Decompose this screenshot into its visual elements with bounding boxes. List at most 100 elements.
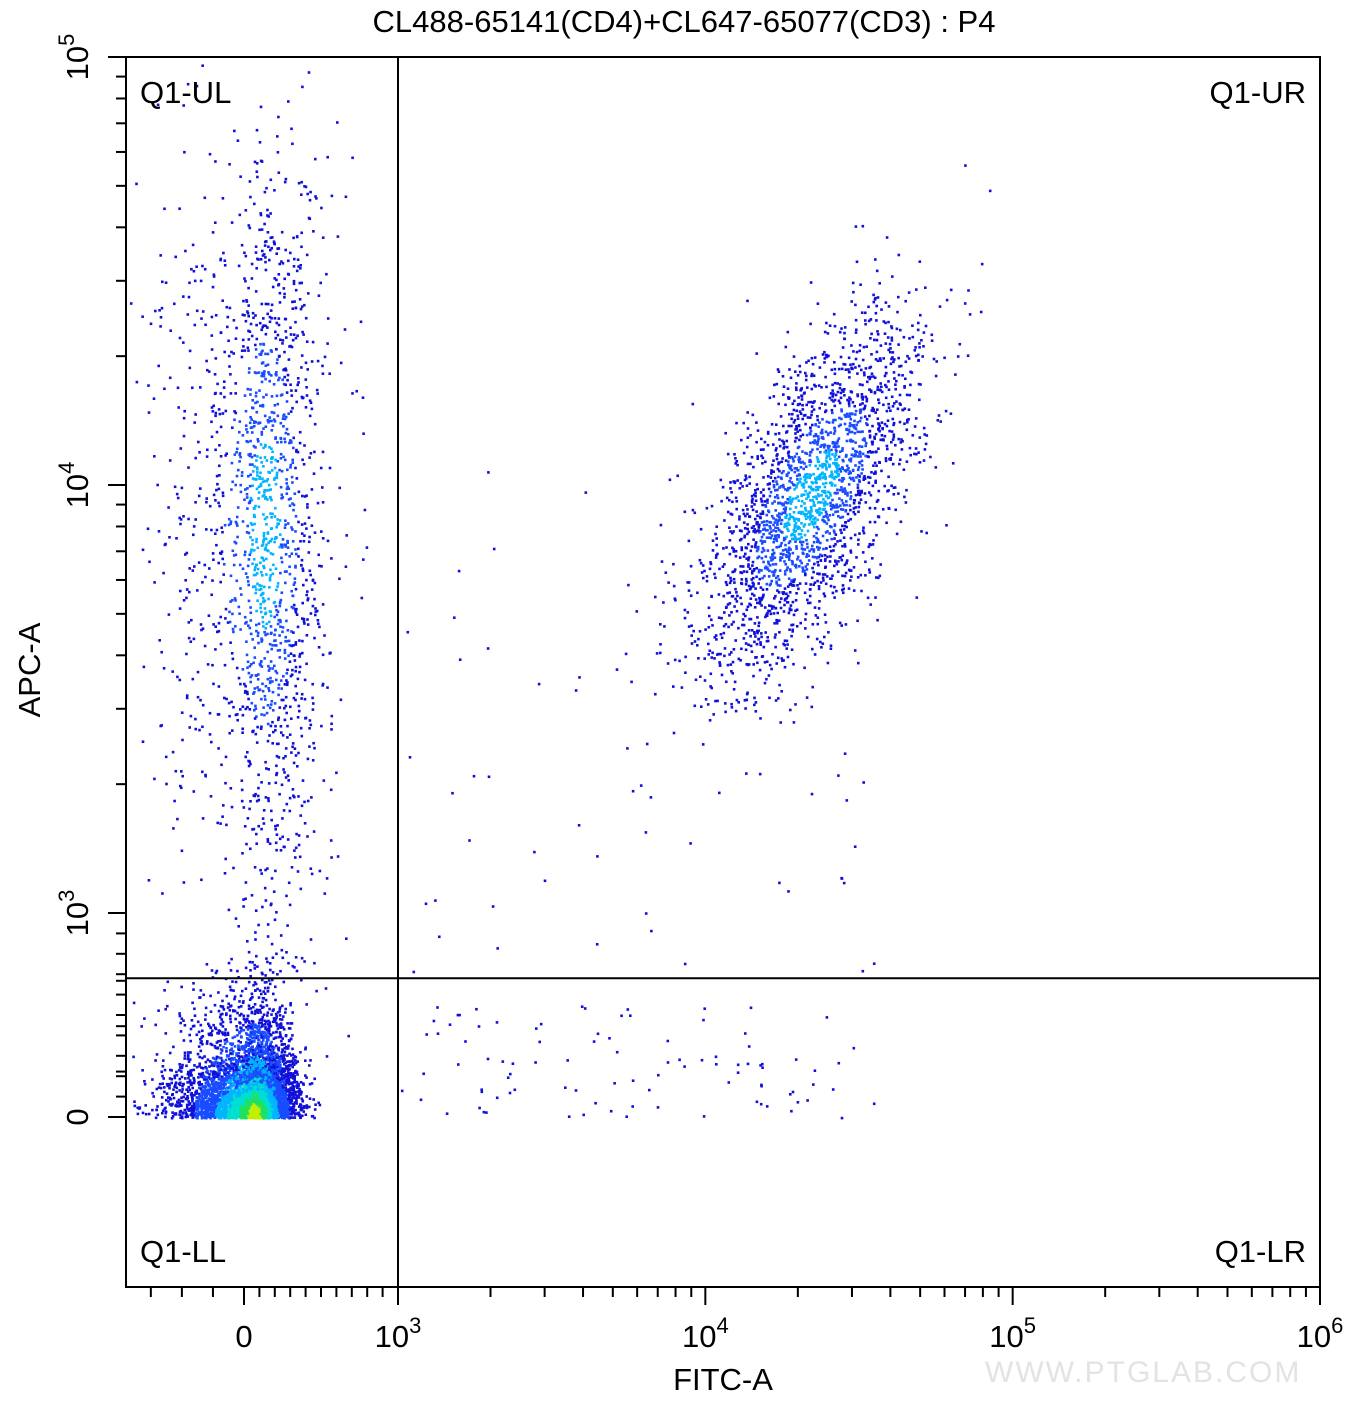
event-dot	[236, 1087, 240, 1091]
event-dot	[228, 1073, 231, 1076]
event-dot	[284, 1095, 288, 1098]
event-dot	[225, 1092, 229, 1095]
event-dot	[226, 1033, 230, 1036]
event-dot	[277, 1101, 280, 1104]
event-dot	[222, 1092, 225, 1096]
event-dot	[212, 1105, 215, 1109]
event-dot	[155, 1053, 159, 1056]
event-dot	[199, 989, 203, 992]
event-dot	[198, 1083, 201, 1086]
event-dot	[200, 1066, 203, 1069]
event-dot	[291, 1065, 294, 1069]
event-dot	[262, 1102, 265, 1105]
event-dot	[251, 1045, 254, 1048]
event-dot	[299, 1081, 303, 1084]
event-dot	[194, 1116, 198, 1119]
event-dot	[270, 1072, 273, 1075]
event-dot	[258, 1061, 262, 1064]
event-dot	[256, 1081, 260, 1084]
event-dot	[236, 1081, 240, 1084]
event-dot	[223, 1031, 227, 1034]
event-dot	[291, 1108, 294, 1112]
event-dot	[178, 1014, 182, 1018]
event-dot	[241, 1078, 245, 1081]
event-dot	[230, 1099, 233, 1102]
event-dot	[195, 1065, 199, 1069]
event-dot	[270, 1040, 273, 1044]
event-dot	[252, 1113, 255, 1116]
event-dot	[270, 942, 274, 946]
event-dot	[201, 1112, 204, 1115]
event-dot	[265, 980, 268, 984]
event-dot	[248, 1097, 252, 1100]
event-dot	[158, 1082, 162, 1086]
event-dot	[273, 1087, 277, 1091]
event-dot	[196, 1020, 200, 1024]
event-dot	[235, 1112, 238, 1116]
event-dot	[230, 1064, 234, 1067]
event-dot	[231, 1108, 234, 1112]
event-dot	[211, 1029, 214, 1033]
event-dot	[242, 1089, 245, 1092]
event-dot	[231, 1098, 235, 1101]
event-dot	[198, 1086, 202, 1089]
event-dot	[276, 1090, 280, 1093]
event-dot	[241, 1048, 245, 1051]
event-dot	[209, 1031, 213, 1035]
event-dot	[236, 969, 239, 973]
event-dot	[209, 1111, 213, 1114]
event-dot	[267, 986, 270, 990]
event-dot	[263, 981, 267, 984]
event-dot	[277, 1061, 280, 1065]
event-dot	[193, 1079, 196, 1083]
event-dot	[216, 1095, 220, 1099]
event-dot	[301, 1114, 304, 1118]
event-dot	[188, 1088, 191, 1092]
event-dot	[265, 1041, 268, 1044]
event-dot	[272, 992, 275, 996]
event-dot	[222, 1081, 226, 1085]
event-dot	[258, 1026, 262, 1029]
event-dot	[313, 1077, 316, 1081]
event-dot	[225, 1040, 229, 1043]
event-dot	[174, 1084, 177, 1087]
event-dot	[192, 1102, 196, 1105]
event-dot	[273, 1051, 276, 1055]
event-dot	[213, 1089, 216, 1093]
event-dot	[209, 1112, 212, 1116]
event-dot	[179, 1081, 182, 1085]
event-dot	[221, 999, 224, 1003]
event-dot	[214, 1061, 217, 1064]
event-dot	[204, 1096, 208, 1099]
event-dot	[247, 1054, 251, 1058]
event-dot	[267, 1096, 271, 1100]
event-dot	[211, 1056, 215, 1060]
event-dot	[291, 1034, 294, 1037]
event-dot	[179, 1116, 182, 1119]
event-dot	[232, 1063, 236, 1066]
event-dot	[171, 1093, 174, 1096]
event-dot	[299, 1090, 302, 1093]
event-dot	[166, 1084, 169, 1088]
event-dot	[261, 1045, 264, 1048]
event-dot	[193, 1111, 197, 1115]
event-dot	[276, 1063, 280, 1067]
event-dot	[287, 1073, 290, 1076]
event-dot	[265, 1115, 269, 1119]
event-dot	[304, 1059, 307, 1062]
event-dot	[262, 1087, 266, 1091]
event-dot	[193, 1093, 196, 1097]
event-dot	[232, 1089, 236, 1093]
event-dot	[243, 1083, 246, 1086]
event-dot	[275, 1101, 278, 1105]
event-dot	[207, 1110, 210, 1113]
event-dot	[251, 1036, 254, 1040]
event-dot	[268, 1032, 272, 1036]
event-dot	[253, 981, 257, 984]
event-dot	[275, 1021, 278, 1025]
event-dot	[174, 1081, 178, 1084]
event-dot	[205, 1114, 208, 1117]
event-dot	[266, 1058, 270, 1062]
event-dot	[231, 1042, 235, 1045]
event-dot	[251, 1065, 255, 1068]
